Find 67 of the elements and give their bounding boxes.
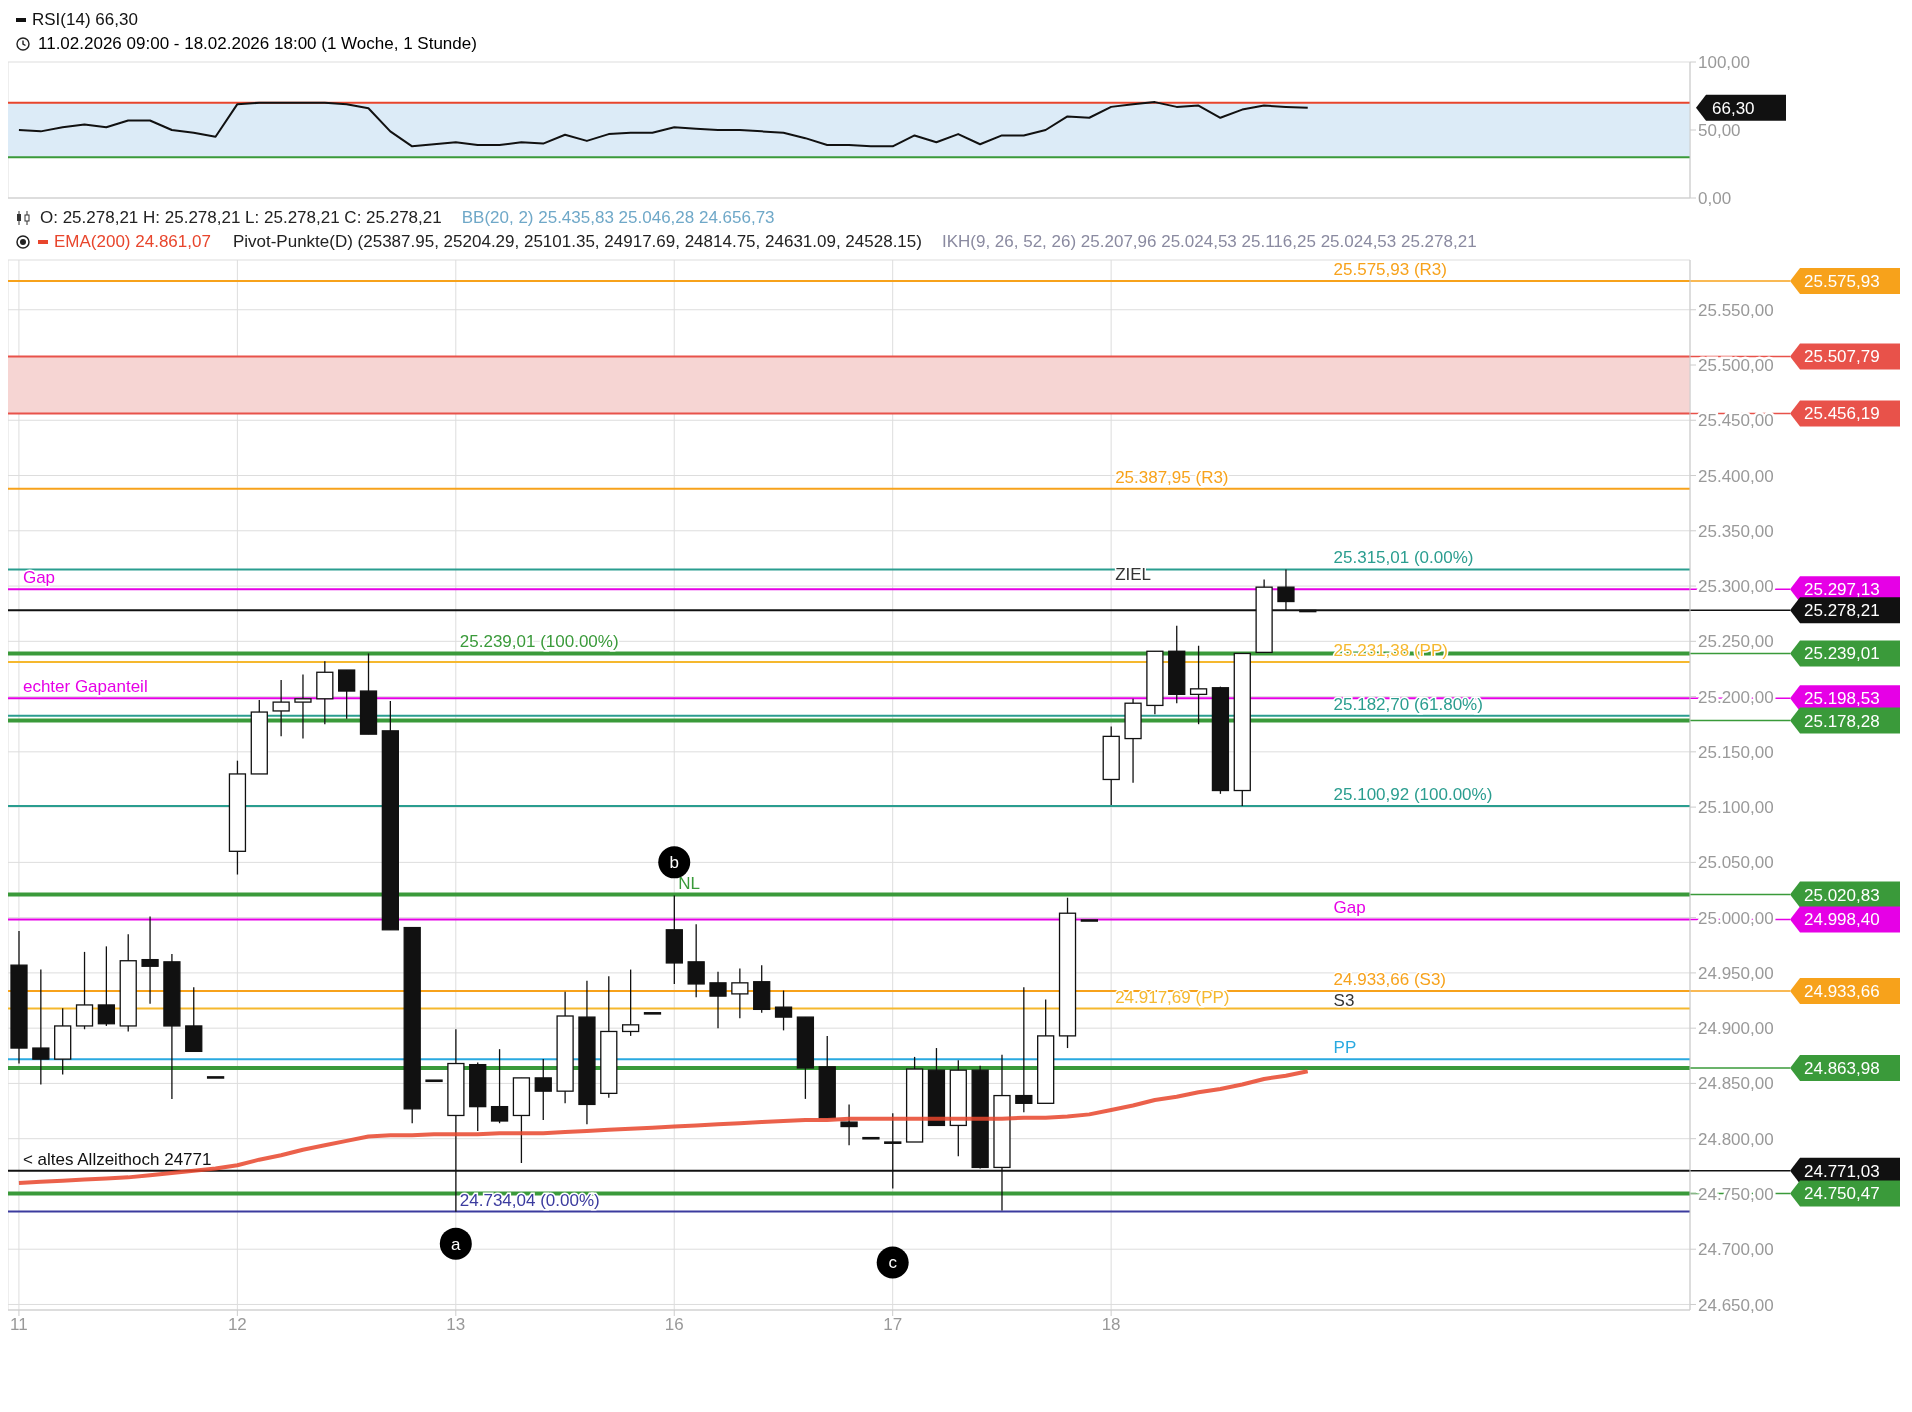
annotation: a — [451, 1234, 462, 1254]
circle-badge: a — [439, 1227, 472, 1260]
y-tick-label: 25.400,00 — [1698, 466, 1774, 486]
annotation: 25.315,01 (0.00%) — [1333, 548, 1474, 568]
y-tick-label: 24.650,00 — [1698, 1295, 1774, 1315]
ref-line-label: 25.507,79 — [1804, 347, 1880, 367]
circle-badge: c — [876, 1246, 909, 1279]
text: BB(20, 2) 25.435,83 25.046,28 24.656,73 — [461, 207, 775, 229]
chart-subtitle: 11.02.2026 09:00 - 18.02.2026 18:00 (1 Woche, 1 Stunde) — [38, 33, 477, 55]
y-tick-label: 25.450,00 — [1698, 411, 1774, 431]
text: 66,30 — [1712, 98, 1755, 118]
x-tick-label: 18 — [1101, 1315, 1121, 1335]
y-tick-label: 24.900,00 — [1698, 1019, 1774, 1039]
ref-line-label: 25.297,13 — [1804, 580, 1880, 600]
annotation: 25.182,70 (61.80%) — [1333, 694, 1483, 714]
ref-line-label: 24.771,03 — [1804, 1161, 1880, 1181]
ref-line-label: 25.456,19 — [1804, 404, 1880, 424]
annotation: b — [669, 853, 679, 873]
annotation: echter Gapanteil — [22, 677, 148, 697]
x-tick-label: 11 — [10, 1315, 28, 1335]
ref-line-label: 24.750,47 — [1804, 1184, 1880, 1204]
ref-line-label: 24.933,66 — [1804, 981, 1880, 1001]
ref-line-label: 24.998,40 — [1804, 910, 1880, 930]
annotation: 25.387,95 (R3) — [1115, 467, 1229, 487]
x-tick-label: 16 — [664, 1315, 684, 1335]
text: IKH(9, 26, 52, 26) 25.207,96 25.024,53 25.116,25 25.024,53 25.278,21 — [941, 231, 1477, 253]
y-tick-label: 24.800,00 — [1698, 1129, 1774, 1149]
y-tick-label: 24.700,00 — [1698, 1240, 1774, 1260]
ref-line-label: 25.198,53 — [1804, 689, 1880, 709]
annotation: Gap — [1333, 898, 1366, 918]
y-tick-label: 24.950,00 — [1698, 963, 1774, 983]
annotation: PP — [1333, 1038, 1357, 1058]
annotation: 24.933,66 (S3) — [1333, 969, 1447, 989]
y-tick-label: 25.500,00 — [1698, 356, 1774, 376]
y-tick-label: 25.100,00 — [1698, 798, 1774, 818]
annotation: 24.734,04 (0.00%) — [459, 1190, 600, 1210]
legend-label: EMA(200) 24.861,07 — [54, 231, 211, 253]
y-tick-label: 50,00 — [1698, 121, 1741, 141]
annotation: 24.917,69 (PP) — [1115, 987, 1230, 1007]
x-tick-label: 12 — [227, 1315, 247, 1335]
y-tick-label: 25.150,00 — [1698, 742, 1774, 762]
chart-title: O: 25.278,21 H: 25.278,21 L: 25.278,21 C: 25.278,21 — [40, 207, 442, 229]
x-tick-label: 13 — [446, 1315, 466, 1335]
y-tick-label: 25.050,00 — [1698, 853, 1774, 873]
text: Pivot-Punkte(D) (25387.95, 25204.29, 25101.35, 24917.69, 24814.75, 24631.09, 24528.15) — [232, 231, 922, 253]
annotation: ZIEL — [1115, 565, 1152, 585]
legend-label: RSI(14) 66,30 — [32, 9, 138, 31]
annotation: c — [888, 1253, 898, 1273]
ref-line-label: 25.575,93 — [1804, 272, 1880, 292]
y-tick-label: 100,00 — [1698, 53, 1750, 73]
y-tick-label: 0,00 — [1698, 189, 1732, 209]
ref-line-label: 25.178,28 — [1804, 711, 1880, 731]
annotation: Gap — [22, 568, 56, 588]
annotation: 25.100,92 (100.00%) — [1333, 785, 1493, 805]
x-tick-label: 17 — [883, 1315, 903, 1335]
ref-line-label: 25.239,01 — [1804, 644, 1880, 664]
ref-line-label: 24.863,98 — [1804, 1058, 1880, 1078]
y-tick-label: 25.350,00 — [1698, 521, 1774, 541]
annotation: < altes Allzeithoch 24771 — [22, 1149, 212, 1169]
y-tick-label: 25.550,00 — [1698, 300, 1774, 320]
y-tick-label: 25.250,00 — [1698, 632, 1774, 652]
annotation: 25.575,93 (R3) — [1333, 260, 1447, 280]
annotation: S3 — [1333, 990, 1355, 1010]
ref-line-label: 25.020,83 — [1804, 885, 1880, 905]
annotation: 25.239,01 (100.00%) — [459, 632, 619, 652]
ref-line-label: 25.278,21 — [1804, 601, 1880, 621]
y-tick-label: 24.850,00 — [1698, 1074, 1774, 1094]
